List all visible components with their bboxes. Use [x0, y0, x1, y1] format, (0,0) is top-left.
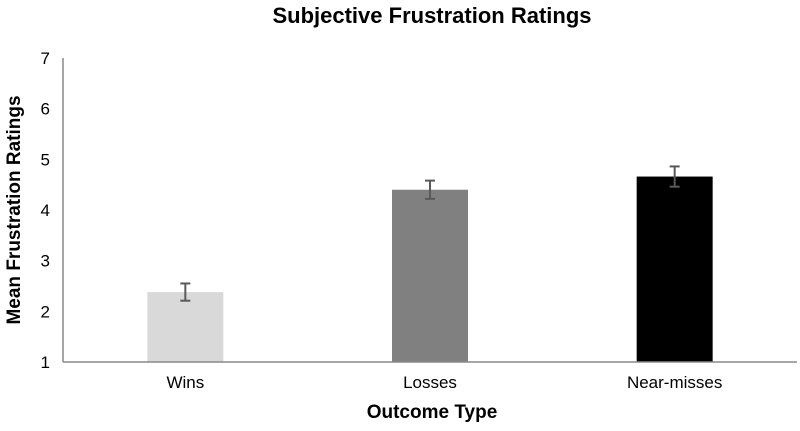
- y-tick-label: 2: [41, 302, 50, 321]
- y-tick-label: 5: [41, 150, 50, 169]
- y-axis-title: Mean Frustration Ratings: [4, 95, 25, 324]
- x-tick-labels: Wins Losses Near-misses: [166, 373, 722, 392]
- y-tick-labels: 1 2 3 4 5 6 7: [41, 49, 50, 372]
- chart-title: Subjective Frustration Ratings: [272, 3, 591, 28]
- y-tick-label: 6: [41, 100, 50, 119]
- y-tick-label: 3: [41, 252, 50, 271]
- x-tick-label: Wins: [166, 373, 204, 392]
- x-axis-title: Outcome Type: [367, 402, 498, 423]
- bar: [392, 189, 468, 362]
- x-tick-label: Near-misses: [627, 373, 722, 392]
- error-bars: [180, 165, 680, 302]
- y-tick-label: 4: [41, 201, 50, 220]
- x-tick-label: Losses: [403, 373, 457, 392]
- error-bar: [669, 165, 680, 188]
- y-tick-label: 1: [41, 353, 50, 372]
- error-bar: [425, 179, 435, 200]
- error-bar: [180, 282, 191, 302]
- y-tick-label: 7: [41, 49, 50, 68]
- bar: [636, 176, 713, 362]
- bars: [147, 176, 713, 362]
- bar: [147, 292, 224, 362]
